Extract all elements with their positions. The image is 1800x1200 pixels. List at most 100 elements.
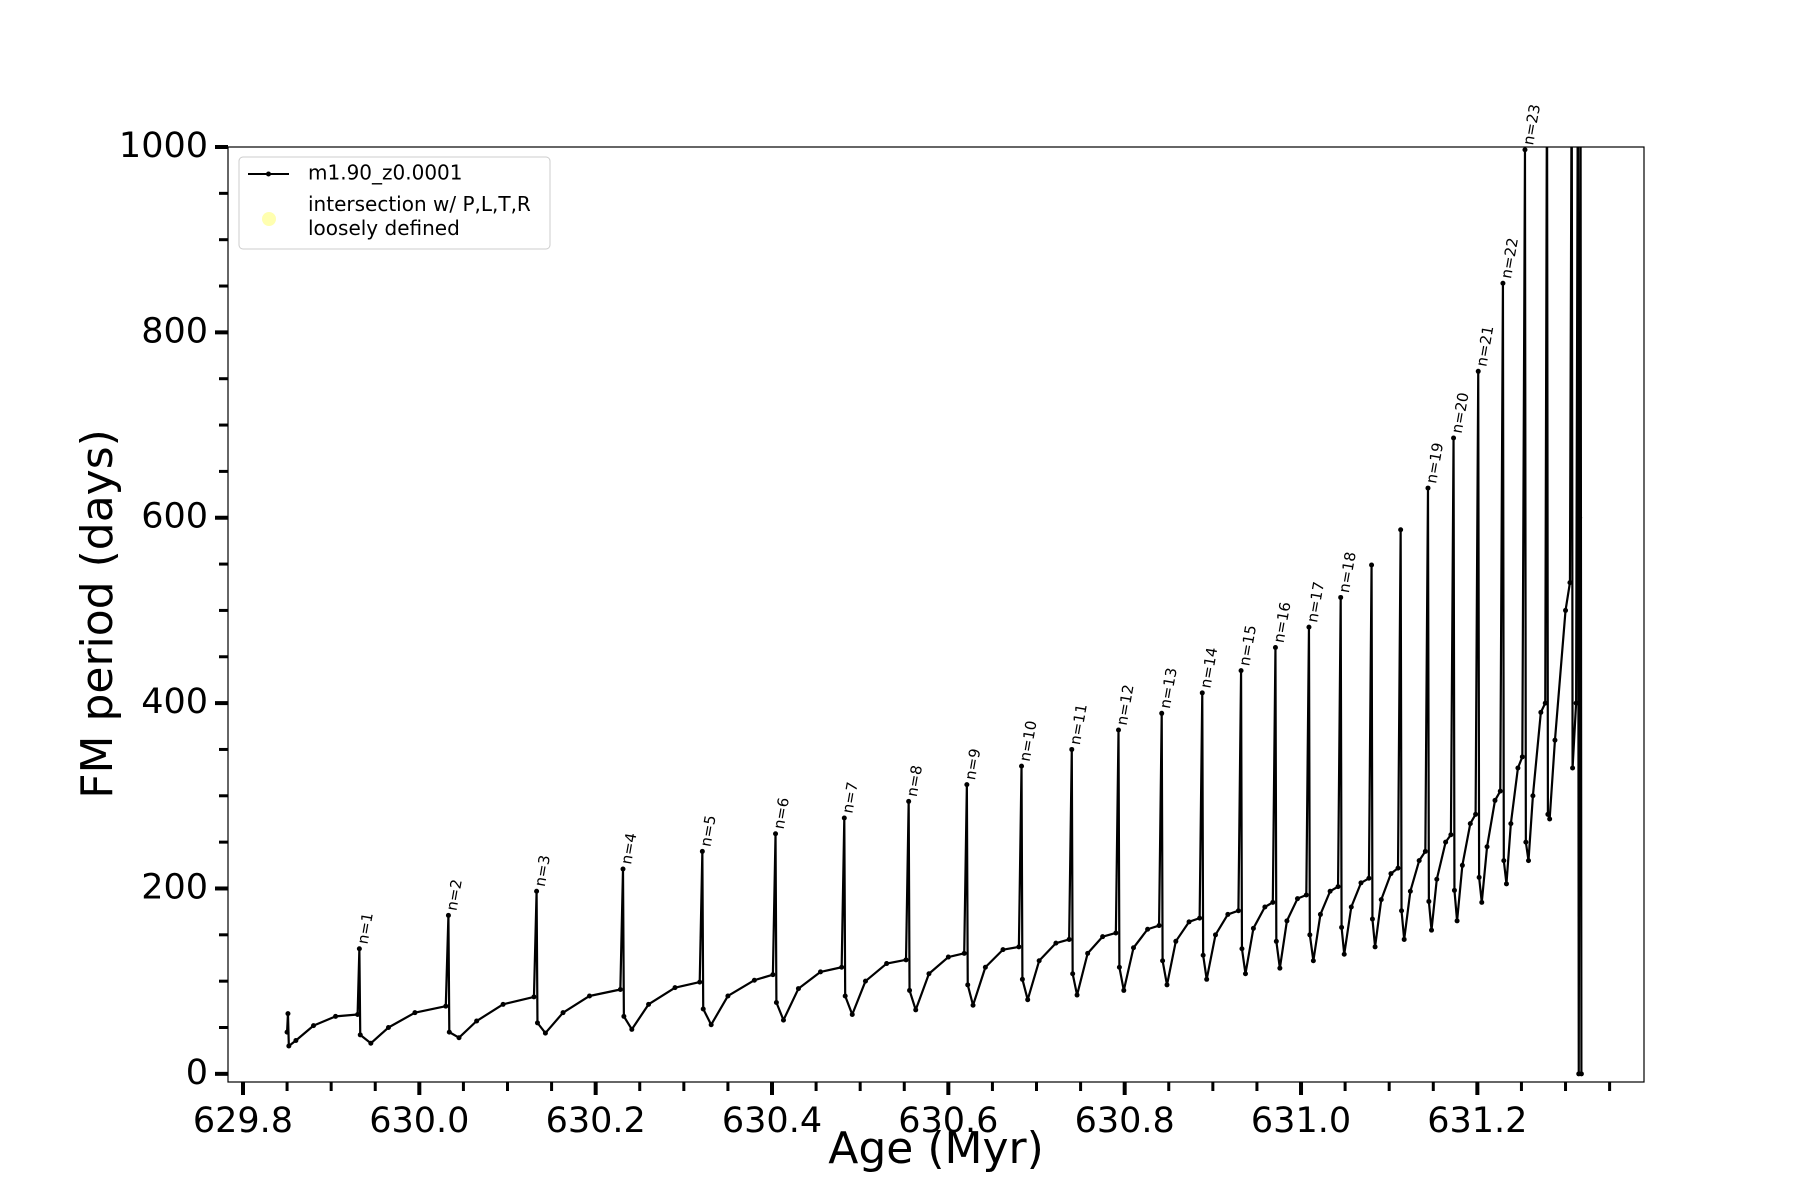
x-tick-label: 631.0 bbox=[1251, 1101, 1351, 1141]
data-point bbox=[907, 987, 913, 993]
data-point bbox=[443, 1003, 449, 1009]
legend-swatch bbox=[262, 212, 276, 226]
data-point bbox=[1399, 908, 1405, 914]
annotation: n=23 bbox=[1519, 103, 1544, 147]
x-tick-label: 630.0 bbox=[369, 1101, 469, 1141]
annotation: n=3 bbox=[531, 854, 554, 888]
data-point bbox=[1426, 898, 1432, 904]
data-point bbox=[841, 815, 847, 821]
data-point bbox=[1484, 844, 1490, 850]
annotation: n=14 bbox=[1196, 646, 1221, 690]
data-point bbox=[1538, 709, 1544, 715]
legend-label: intersection w/ P,L,T,R loosely defined bbox=[308, 192, 531, 240]
annotation: n=5 bbox=[697, 814, 720, 848]
data-point bbox=[445, 912, 451, 918]
data-point bbox=[1341, 951, 1347, 957]
data-point bbox=[773, 999, 779, 1005]
data-point bbox=[1451, 887, 1457, 893]
annotation: n=22 bbox=[1497, 236, 1522, 280]
data-point bbox=[1307, 932, 1313, 938]
data-point bbox=[725, 993, 731, 999]
data-point bbox=[1530, 793, 1536, 799]
data-point bbox=[1501, 858, 1507, 864]
data-point bbox=[1567, 580, 1573, 586]
data-point bbox=[534, 1020, 540, 1026]
data-point bbox=[311, 1023, 317, 1029]
data-point bbox=[1116, 727, 1122, 733]
data-point bbox=[1284, 918, 1290, 924]
data-point bbox=[356, 946, 362, 952]
data-point bbox=[1422, 848, 1428, 854]
data-point bbox=[1459, 862, 1465, 868]
data-point bbox=[1475, 368, 1481, 374]
data-point bbox=[617, 987, 623, 993]
data-point bbox=[1358, 880, 1364, 886]
data-point bbox=[982, 964, 988, 970]
data-point bbox=[780, 1017, 786, 1023]
y-tick-label: 800 bbox=[141, 311, 208, 351]
data-point bbox=[1317, 911, 1323, 917]
data-point bbox=[1479, 899, 1485, 905]
y-tick-label: 0 bbox=[186, 1053, 208, 1093]
data-point bbox=[1200, 952, 1206, 958]
x-tick-label: 630.4 bbox=[722, 1101, 822, 1141]
data-point bbox=[1238, 668, 1244, 674]
data-point bbox=[945, 954, 951, 960]
data-point bbox=[1306, 624, 1312, 630]
data-point bbox=[1303, 892, 1309, 898]
annotation: n=11 bbox=[1066, 702, 1091, 746]
data-point bbox=[699, 848, 705, 854]
data-point bbox=[1492, 797, 1498, 803]
annotation: n=1 bbox=[354, 911, 377, 945]
data-point bbox=[884, 961, 890, 967]
data-point bbox=[700, 1006, 706, 1012]
data-point bbox=[1443, 839, 1449, 845]
data-point bbox=[1547, 816, 1553, 822]
data-point bbox=[913, 1007, 919, 1013]
data-point bbox=[903, 957, 909, 963]
data-point bbox=[1578, 52, 1583, 57]
data-point bbox=[1159, 710, 1165, 716]
data-point bbox=[1369, 562, 1375, 568]
data-point bbox=[446, 1029, 452, 1035]
data-point bbox=[1448, 832, 1454, 838]
data-point bbox=[646, 1001, 652, 1007]
data-point bbox=[284, 1029, 290, 1035]
data-point bbox=[542, 1030, 548, 1036]
y-tick-label: 600 bbox=[141, 497, 208, 537]
data-point bbox=[1186, 919, 1192, 925]
data-point bbox=[1519, 754, 1525, 760]
data-point bbox=[1000, 947, 1006, 953]
data-point bbox=[926, 971, 932, 977]
data-point bbox=[368, 1040, 374, 1046]
data-point bbox=[1310, 958, 1316, 964]
data-point bbox=[1235, 908, 1241, 914]
y-axis-label: FM period (days) bbox=[72, 429, 123, 799]
data-point bbox=[1575, 52, 1580, 57]
y-tick-label: 200 bbox=[141, 867, 208, 907]
data-point bbox=[1542, 700, 1548, 706]
annotation: n=16 bbox=[1270, 601, 1295, 645]
data-point bbox=[965, 982, 971, 988]
data-point bbox=[1523, 839, 1529, 845]
data-point bbox=[1515, 765, 1521, 771]
data-point bbox=[385, 1025, 391, 1031]
data-point bbox=[629, 1026, 635, 1032]
data-point bbox=[1339, 924, 1345, 930]
data-point bbox=[1199, 690, 1205, 696]
data-point bbox=[839, 964, 845, 970]
data-point bbox=[1036, 958, 1042, 964]
data-point bbox=[1577, 515, 1583, 521]
data-point bbox=[817, 969, 823, 975]
annotation: n=15 bbox=[1235, 624, 1260, 668]
data-point bbox=[1348, 904, 1354, 910]
data-point bbox=[1100, 934, 1106, 940]
data-point bbox=[1335, 884, 1341, 890]
data-point bbox=[1338, 594, 1344, 600]
data-point bbox=[1197, 915, 1203, 921]
data-point bbox=[1366, 875, 1372, 881]
data-point bbox=[961, 950, 967, 956]
data-point bbox=[560, 1010, 566, 1016]
data-point bbox=[1473, 811, 1479, 817]
annotation: n=6 bbox=[770, 796, 793, 830]
